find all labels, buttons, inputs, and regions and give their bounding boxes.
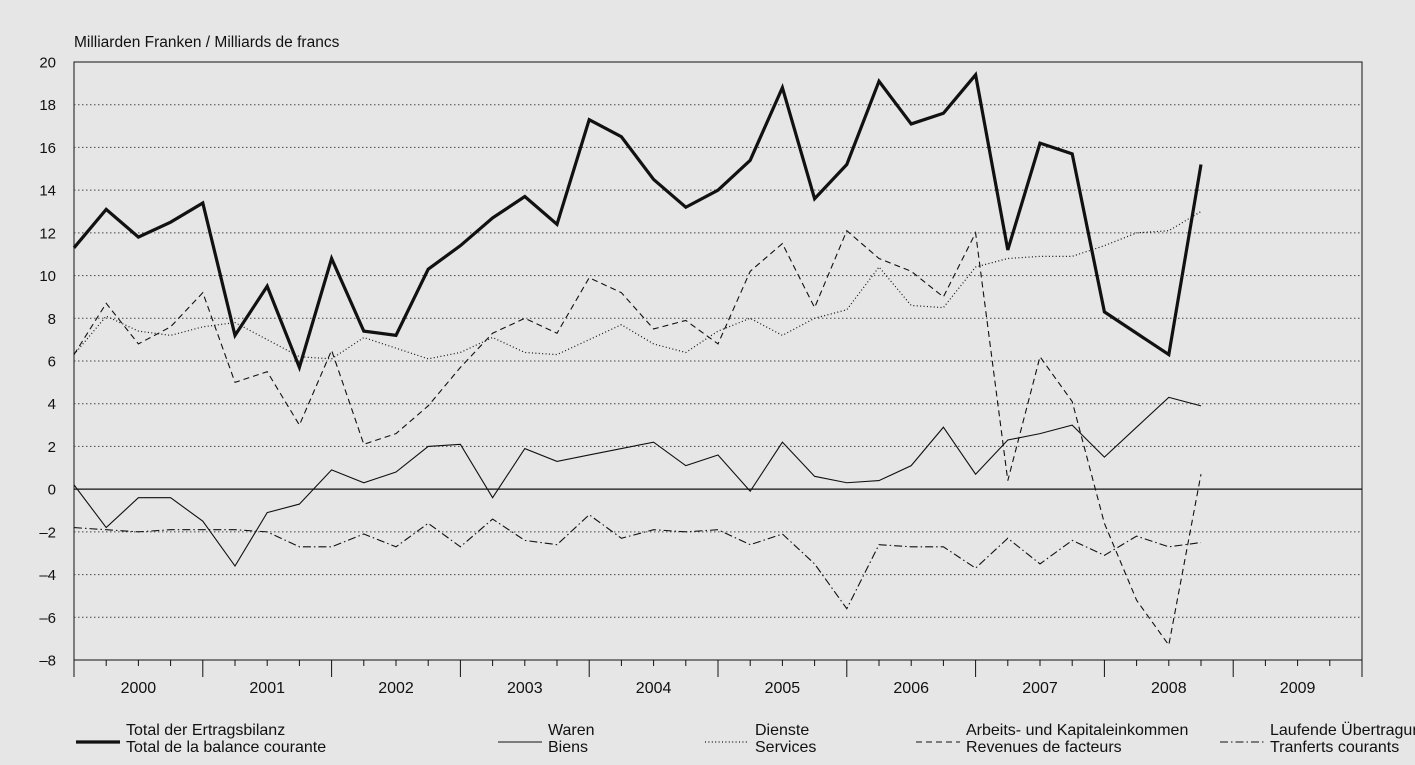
x-tick-label: 2007 (1022, 680, 1058, 697)
y-tick-label: 4 (48, 396, 56, 413)
x-tick-label: 2009 (1280, 680, 1316, 697)
x-tick-label: 2008 (1151, 680, 1187, 697)
legend-label: Total der Ertragsbilanz (126, 722, 285, 739)
y-tick-label: 2 (48, 439, 56, 456)
series-line-dotted (73, 210, 1202, 360)
y-tick-label: –4 (39, 567, 56, 584)
legend-label: Arbeits- und Kapitaleinkommen (966, 722, 1188, 739)
legend-label-fr: Tranferts courants (1270, 739, 1399, 756)
series-line-dashed (73, 229, 1202, 647)
series-line-dashdot (73, 514, 1202, 610)
y-tick-label: 10 (39, 268, 56, 285)
y-tick-label: 12 (39, 225, 56, 242)
legend-label: Laufende Übertragungen (1270, 721, 1415, 739)
y-tick-label: –6 (39, 610, 56, 627)
x-tick-label: 2006 (893, 680, 929, 697)
legend-label-fr: Total de la balance courante (126, 739, 326, 756)
x-tick-label: 2005 (765, 680, 801, 697)
x-tick-label: 2001 (249, 680, 285, 697)
x-tick-label: 2004 (636, 680, 672, 697)
y-tick-label: 18 (39, 97, 56, 114)
y-axis-label: Milliarden Franken / Milliards de francs (74, 34, 340, 51)
series-line-thick (72, 71, 1203, 373)
x-tick-label: 2002 (378, 680, 414, 697)
y-tick-label: 6 (48, 354, 56, 371)
legend-label: Waren (548, 722, 595, 739)
legend-label-fr: Revenues de facteurs (966, 739, 1122, 756)
y-tick-label: 0 (48, 482, 56, 499)
legend-label-fr: Biens (548, 739, 588, 756)
series-line-thin (73, 396, 1202, 568)
y-tick-label: –2 (39, 524, 56, 541)
x-tick-label: 2003 (507, 680, 543, 697)
y-tick-label: 20 (39, 55, 56, 72)
y-tick-label: –8 (39, 653, 56, 670)
y-tick-label: 14 (39, 183, 56, 200)
x-tick-label: 2000 (121, 680, 157, 697)
legend-label-fr: Services (755, 739, 816, 756)
y-tick-label: 8 (48, 311, 56, 328)
y-tick-label: 16 (39, 140, 56, 157)
legend-label: Dienste (755, 722, 809, 739)
